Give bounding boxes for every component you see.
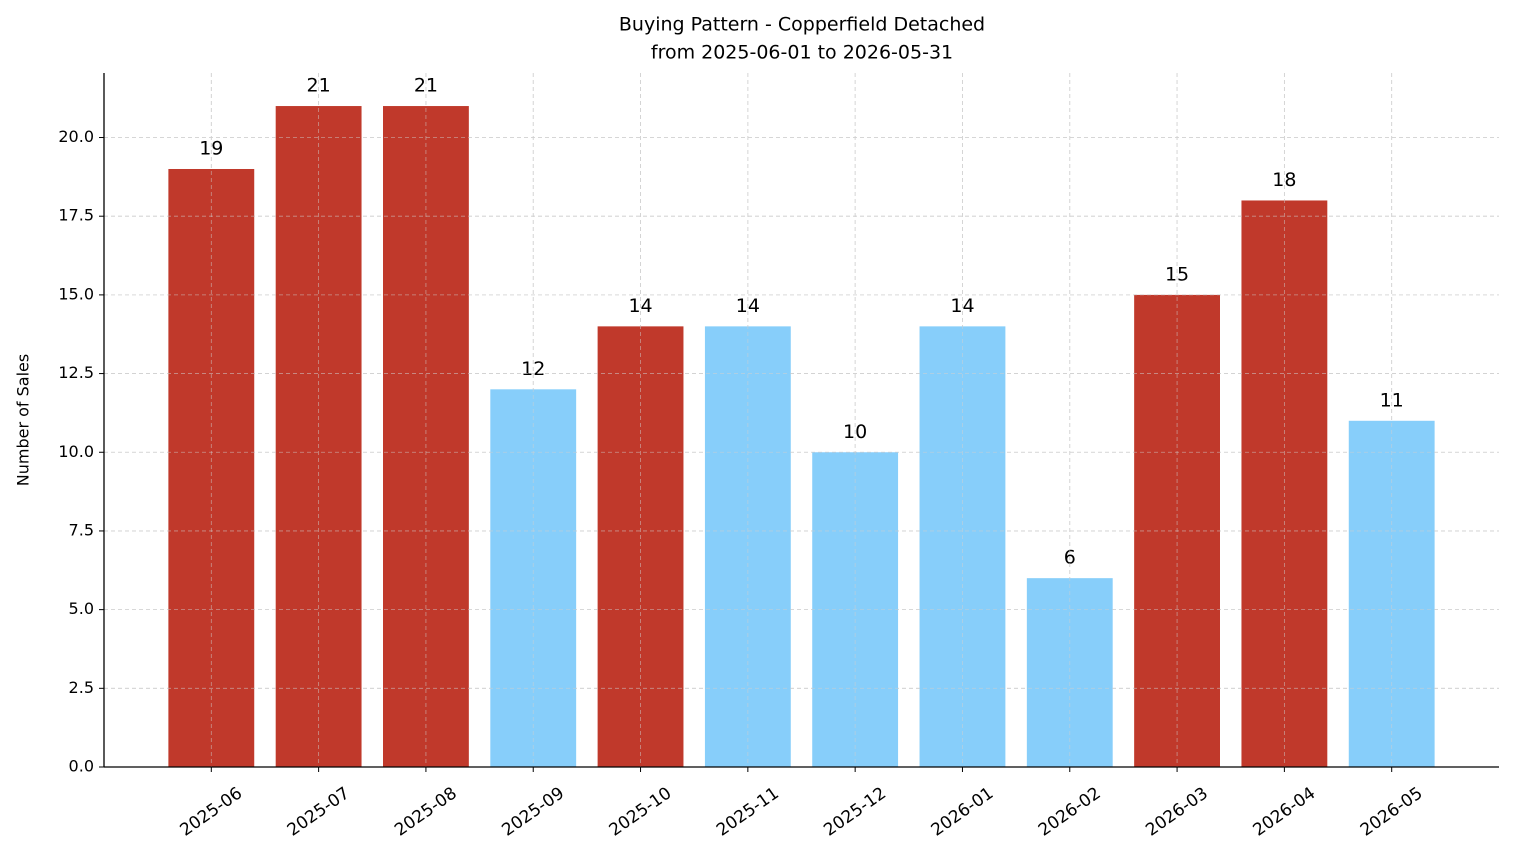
bar (275, 106, 362, 768)
y-tick-label: 5.0 (69, 599, 94, 618)
bar (597, 326, 684, 767)
y-tick-label: 17.5 (58, 206, 94, 225)
value-label: 21 (307, 75, 331, 97)
y-axis-label: Number of Sales (14, 354, 33, 486)
x-tick-label: 2026-04 (1250, 783, 1320, 840)
y-tick-label: 2.5 (69, 678, 94, 697)
x-tick-label: 2025-07 (284, 783, 354, 840)
x-tick-label: 2025-11 (713, 783, 783, 840)
x-tick-label: 2025-12 (820, 783, 890, 840)
bar (383, 106, 469, 768)
x-tick-label: 2025-10 (606, 783, 676, 840)
x-tick-label: 2026-02 (1035, 783, 1105, 840)
bar (919, 326, 1006, 767)
y-tick-label: 7.5 (69, 520, 94, 539)
bar (704, 326, 791, 767)
x-tick-label: 2025-08 (391, 783, 461, 840)
x-tick-label: 2025-06 (176, 783, 246, 840)
y-tick-label: 0.0 (69, 757, 94, 776)
y-tick-label: 20.0 (58, 127, 94, 146)
y-tick-label: 15.0 (58, 284, 94, 303)
value-label: 21 (414, 75, 438, 97)
x-tick-label: 2026-01 (928, 783, 998, 840)
x-tick-label: 2025-09 (498, 783, 568, 840)
x-tick-label: 2026-03 (1142, 783, 1212, 840)
value-label: 15 (1165, 263, 1189, 285)
y-tick-label: 12.5 (58, 363, 94, 382)
chart-subtitle: from 2025-06-01 to 2026-05-31 (651, 42, 953, 64)
value-label: 11 (1380, 389, 1404, 411)
y-tick-label: 10.0 (58, 442, 94, 461)
x-tick-label: 2026-05 (1357, 783, 1427, 840)
value-label: 19 (199, 137, 223, 159)
chart-title: Buying Pattern - Copperfield Detached (619, 14, 985, 36)
